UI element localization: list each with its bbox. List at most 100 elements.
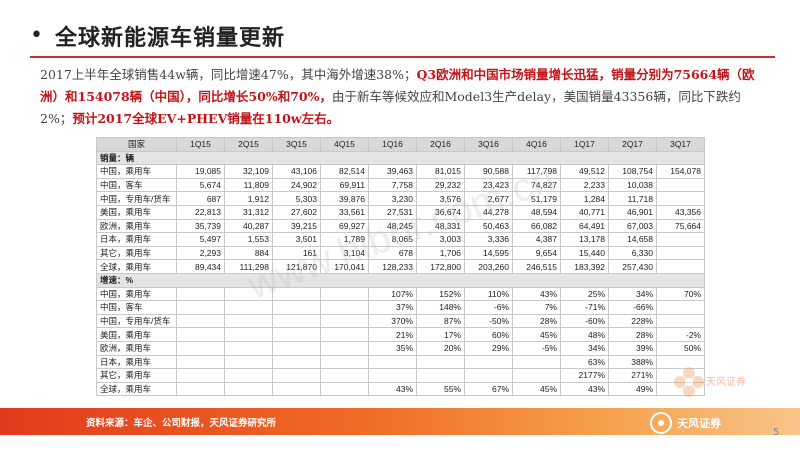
section-label: 销量：辆 [96, 150, 705, 166]
table-cell: 67,003 [608, 218, 657, 234]
table-cell: 39,876 [320, 191, 369, 206]
table-cell: 28% [608, 327, 657, 342]
table-cell [464, 368, 513, 383]
table-cell: 203,260 [464, 259, 513, 274]
table-cell: 152% [416, 286, 465, 302]
table-cell: 148% [416, 300, 465, 315]
table-row: 中国，乘用车 19,085 32,109 43,106 82,514 39,463 81,0… [96, 164, 705, 179]
table-cell: 2177% [560, 368, 609, 383]
table-cell: 32,109 [224, 164, 273, 179]
table-cell [272, 368, 321, 383]
watermark-logo-text: 天风证券 [706, 377, 746, 388]
row-label: 中国，乘用车 [96, 164, 177, 179]
table-cell: 60% [464, 327, 513, 342]
table-cell [368, 368, 417, 383]
table-cell: 22,813 [176, 204, 225, 220]
table-row: 中国，客车 5,674 11,809 24,902 69,911 7,758 29,232 2… [96, 177, 705, 193]
title-divider [30, 56, 775, 58]
table-cell [320, 327, 369, 342]
table-cell: 246,515 [512, 259, 561, 274]
table-cell: 3,230 [368, 191, 417, 206]
table-cell: 2,293 [176, 245, 225, 261]
table-cell: 40,771 [560, 204, 609, 220]
table-row: 美国，乘用车 21% 17% 60% 45% 48% 28% -2% [96, 327, 705, 342]
table-cell: 43,106 [272, 164, 321, 179]
column-header: 4Q15 [320, 137, 369, 152]
column-header: 国家 [96, 137, 177, 152]
table-cell: 63% [560, 354, 609, 370]
table-cell [272, 313, 321, 329]
table-cell: -6% [464, 300, 513, 315]
column-header: 2Q16 [416, 137, 465, 152]
section-row: 增速：% [96, 272, 705, 288]
table-cell [176, 368, 225, 383]
table-cell [464, 354, 513, 370]
table-cell: 14,595 [464, 245, 513, 261]
table-cell [176, 327, 225, 342]
table-cell [512, 368, 561, 383]
page-title: 全球新能源车销量更新 [54, 26, 285, 51]
table-cell: 154,078 [656, 164, 705, 179]
row-label: 美国，乘用车 [96, 204, 177, 220]
table-cell: 40,287 [224, 218, 273, 234]
table-cell: 29% [464, 340, 513, 356]
table-cell [656, 300, 705, 315]
row-label: 中国，专用车/货车 [96, 313, 177, 329]
title-block: • 全球新能源车销量更新 [30, 20, 285, 52]
table-cell [320, 354, 369, 370]
table-cell [320, 313, 369, 329]
table-cell: 24,902 [272, 177, 321, 193]
table-cell: 19,085 [176, 164, 225, 179]
table-cell [224, 340, 273, 356]
table-cell: 81,015 [416, 164, 465, 179]
row-label: 其它，乘用车 [96, 245, 177, 261]
table-cell [320, 368, 369, 383]
table-cell: -60% [560, 313, 609, 329]
table-row: 全球，乘用车 43% 55% 67% 45% 43% 49% [96, 381, 705, 397]
table-cell: 5,674 [176, 177, 225, 193]
table-cell: 66,082 [512, 218, 561, 234]
table-cell [320, 300, 369, 315]
table-cell: -2% [656, 327, 705, 342]
table-cell: 11,809 [224, 177, 273, 193]
table-cell [416, 354, 465, 370]
table-cell: 6,330 [608, 245, 657, 261]
bullet-icon: • [30, 23, 43, 48]
table-cell: 1,706 [416, 245, 465, 261]
table-cell: 43% [512, 286, 561, 302]
summary-part-4-highlight: 预计2017全球EV+PHEV销量在110w左右。 [72, 111, 340, 126]
table-cell: 43,356 [656, 204, 705, 220]
table-cell [272, 327, 321, 342]
table-cell [656, 259, 705, 274]
row-label: 中国，乘用车 [96, 286, 177, 302]
table-cell [176, 300, 225, 315]
section-label: 增速：% [96, 272, 705, 288]
table-cell: -71% [560, 300, 609, 315]
table-cell [656, 232, 705, 247]
table-cell: 388% [608, 354, 657, 370]
row-label: 中国，客车 [96, 177, 177, 193]
row-label: 欧洲，乘用车 [96, 340, 177, 356]
row-label: 欧洲，乘用车 [96, 218, 177, 234]
table-cell: 45% [512, 327, 561, 342]
table-cell: 4,387 [512, 232, 561, 247]
table-cell: 183,392 [560, 259, 609, 274]
row-label: 全球，乘用车 [96, 259, 177, 274]
table-cell: 5,303 [272, 191, 321, 206]
table-cell: 49,512 [560, 164, 609, 179]
table-cell: 43% [560, 381, 609, 397]
row-label: 中国，客车 [96, 300, 177, 315]
column-header: 1Q17 [560, 137, 609, 152]
table-cell: 34% [608, 286, 657, 302]
table-cell: 69,911 [320, 177, 369, 193]
row-label: 中国，专用车/货车 [96, 191, 177, 206]
table-row: 其它，乘用车 2177% 271% [96, 368, 705, 383]
table-cell: 55% [416, 381, 465, 397]
table-cell: 3,336 [464, 232, 513, 247]
table-cell: 89,434 [176, 259, 225, 274]
row-label: 其它，乘用车 [96, 368, 177, 383]
table-cell: 39,463 [368, 164, 417, 179]
table-cell [224, 327, 273, 342]
table-cell [176, 313, 225, 329]
table-cell [224, 381, 273, 397]
